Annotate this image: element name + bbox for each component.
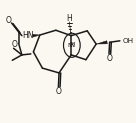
Text: OH: OH (122, 38, 133, 44)
Polygon shape (33, 34, 40, 37)
Text: O: O (106, 54, 112, 63)
Text: N: N (69, 42, 75, 48)
Polygon shape (96, 41, 107, 44)
Text: H: H (66, 14, 72, 23)
Text: O: O (5, 16, 11, 25)
Text: O: O (56, 87, 62, 96)
Text: O: O (12, 40, 18, 49)
Text: HN: HN (22, 31, 33, 40)
Text: Nᴴ: Nᴴ (67, 43, 75, 48)
